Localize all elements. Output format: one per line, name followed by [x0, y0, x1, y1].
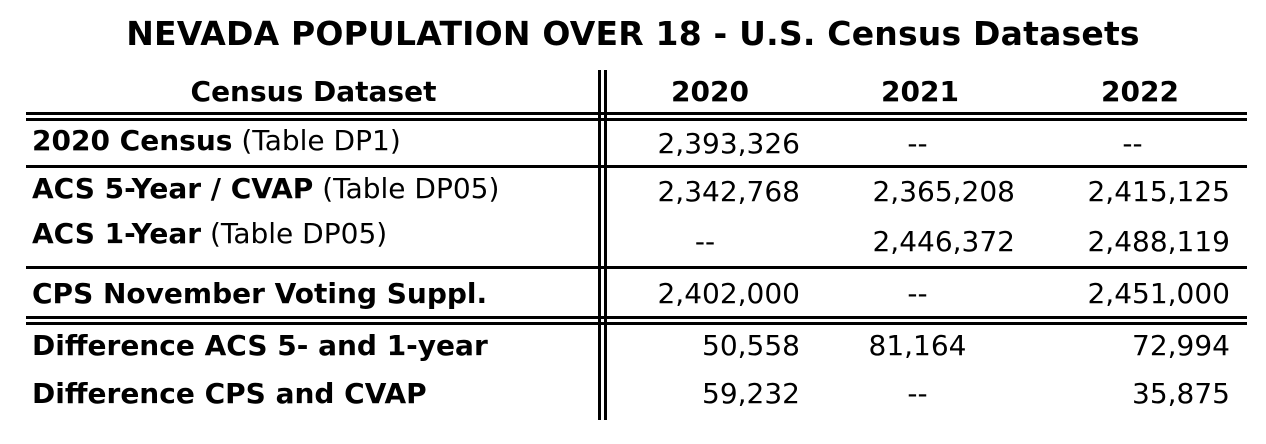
table-cell: 2,451,000: [1087, 277, 1230, 310]
table-row-label: Difference CPS and CVAP: [32, 376, 427, 412]
row-name: Difference ACS 5- and 1-year: [32, 329, 488, 362]
row-note: (Table DP05): [209, 217, 388, 250]
row-note: (Table DP1): [241, 124, 401, 157]
table-cell: 59,232: [702, 377, 800, 410]
header-year-2021: 2021: [881, 75, 959, 108]
table-row-label: CPS November Voting Suppl.: [32, 276, 487, 312]
row-name: 2020 Census: [32, 124, 233, 157]
header-rule-bottom: [26, 118, 1247, 121]
row-name: Difference CPS and CVAP: [32, 377, 427, 410]
table-cell: --: [907, 277, 928, 310]
table-cell: 2,415,125: [1087, 175, 1230, 208]
table-cell: 2,393,326: [657, 127, 800, 160]
header-year-2020: 2020: [671, 75, 749, 108]
header-year-2022: 2022: [1101, 75, 1179, 108]
table-cell: 2,446,372: [872, 225, 1015, 258]
table-title: NEVADA POPULATION OVER 18 - U.S. Census …: [126, 14, 1140, 53]
table-cell: --: [1122, 127, 1143, 160]
table-cell: 2,488,119: [1087, 225, 1230, 258]
table-row-label: Difference ACS 5- and 1-year: [32, 328, 488, 364]
header-rule-top: [26, 112, 1247, 115]
column-divider-left: [598, 70, 601, 420]
row-name: ACS 1-Year: [32, 217, 202, 250]
table-cell: 2,402,000: [657, 277, 800, 310]
row-divider: [26, 165, 1247, 168]
table-cell: 2,342,768: [657, 175, 800, 208]
table-cell: --: [907, 127, 928, 160]
table-row-label: ACS 5-Year / CVAP (Table DP05): [32, 171, 499, 207]
header-dataset: Census Dataset: [190, 75, 437, 108]
section-rule-bottom: [26, 322, 1247, 325]
row-name: ACS 5-Year / CVAP: [32, 172, 314, 205]
row-divider: [26, 266, 1247, 269]
table-cell: 81,164: [868, 329, 967, 362]
table-cell: 72,994: [1132, 329, 1230, 362]
column-divider-right: [604, 70, 607, 420]
table-cell: --: [694, 225, 716, 258]
table-cell: 2,365,208: [872, 175, 1015, 208]
row-note: (Table DP05): [322, 172, 500, 205]
row-name: CPS November Voting Suppl.: [32, 277, 488, 310]
table-row-label: 2020 Census (Table DP1): [32, 123, 401, 159]
section-rule-top: [26, 316, 1247, 319]
table-cell: 35,875: [1132, 377, 1230, 410]
table-cell: --: [907, 377, 928, 410]
table-row-label: ACS 1-Year (Table DP05): [32, 216, 387, 252]
table-cell: 50,558: [702, 329, 800, 362]
